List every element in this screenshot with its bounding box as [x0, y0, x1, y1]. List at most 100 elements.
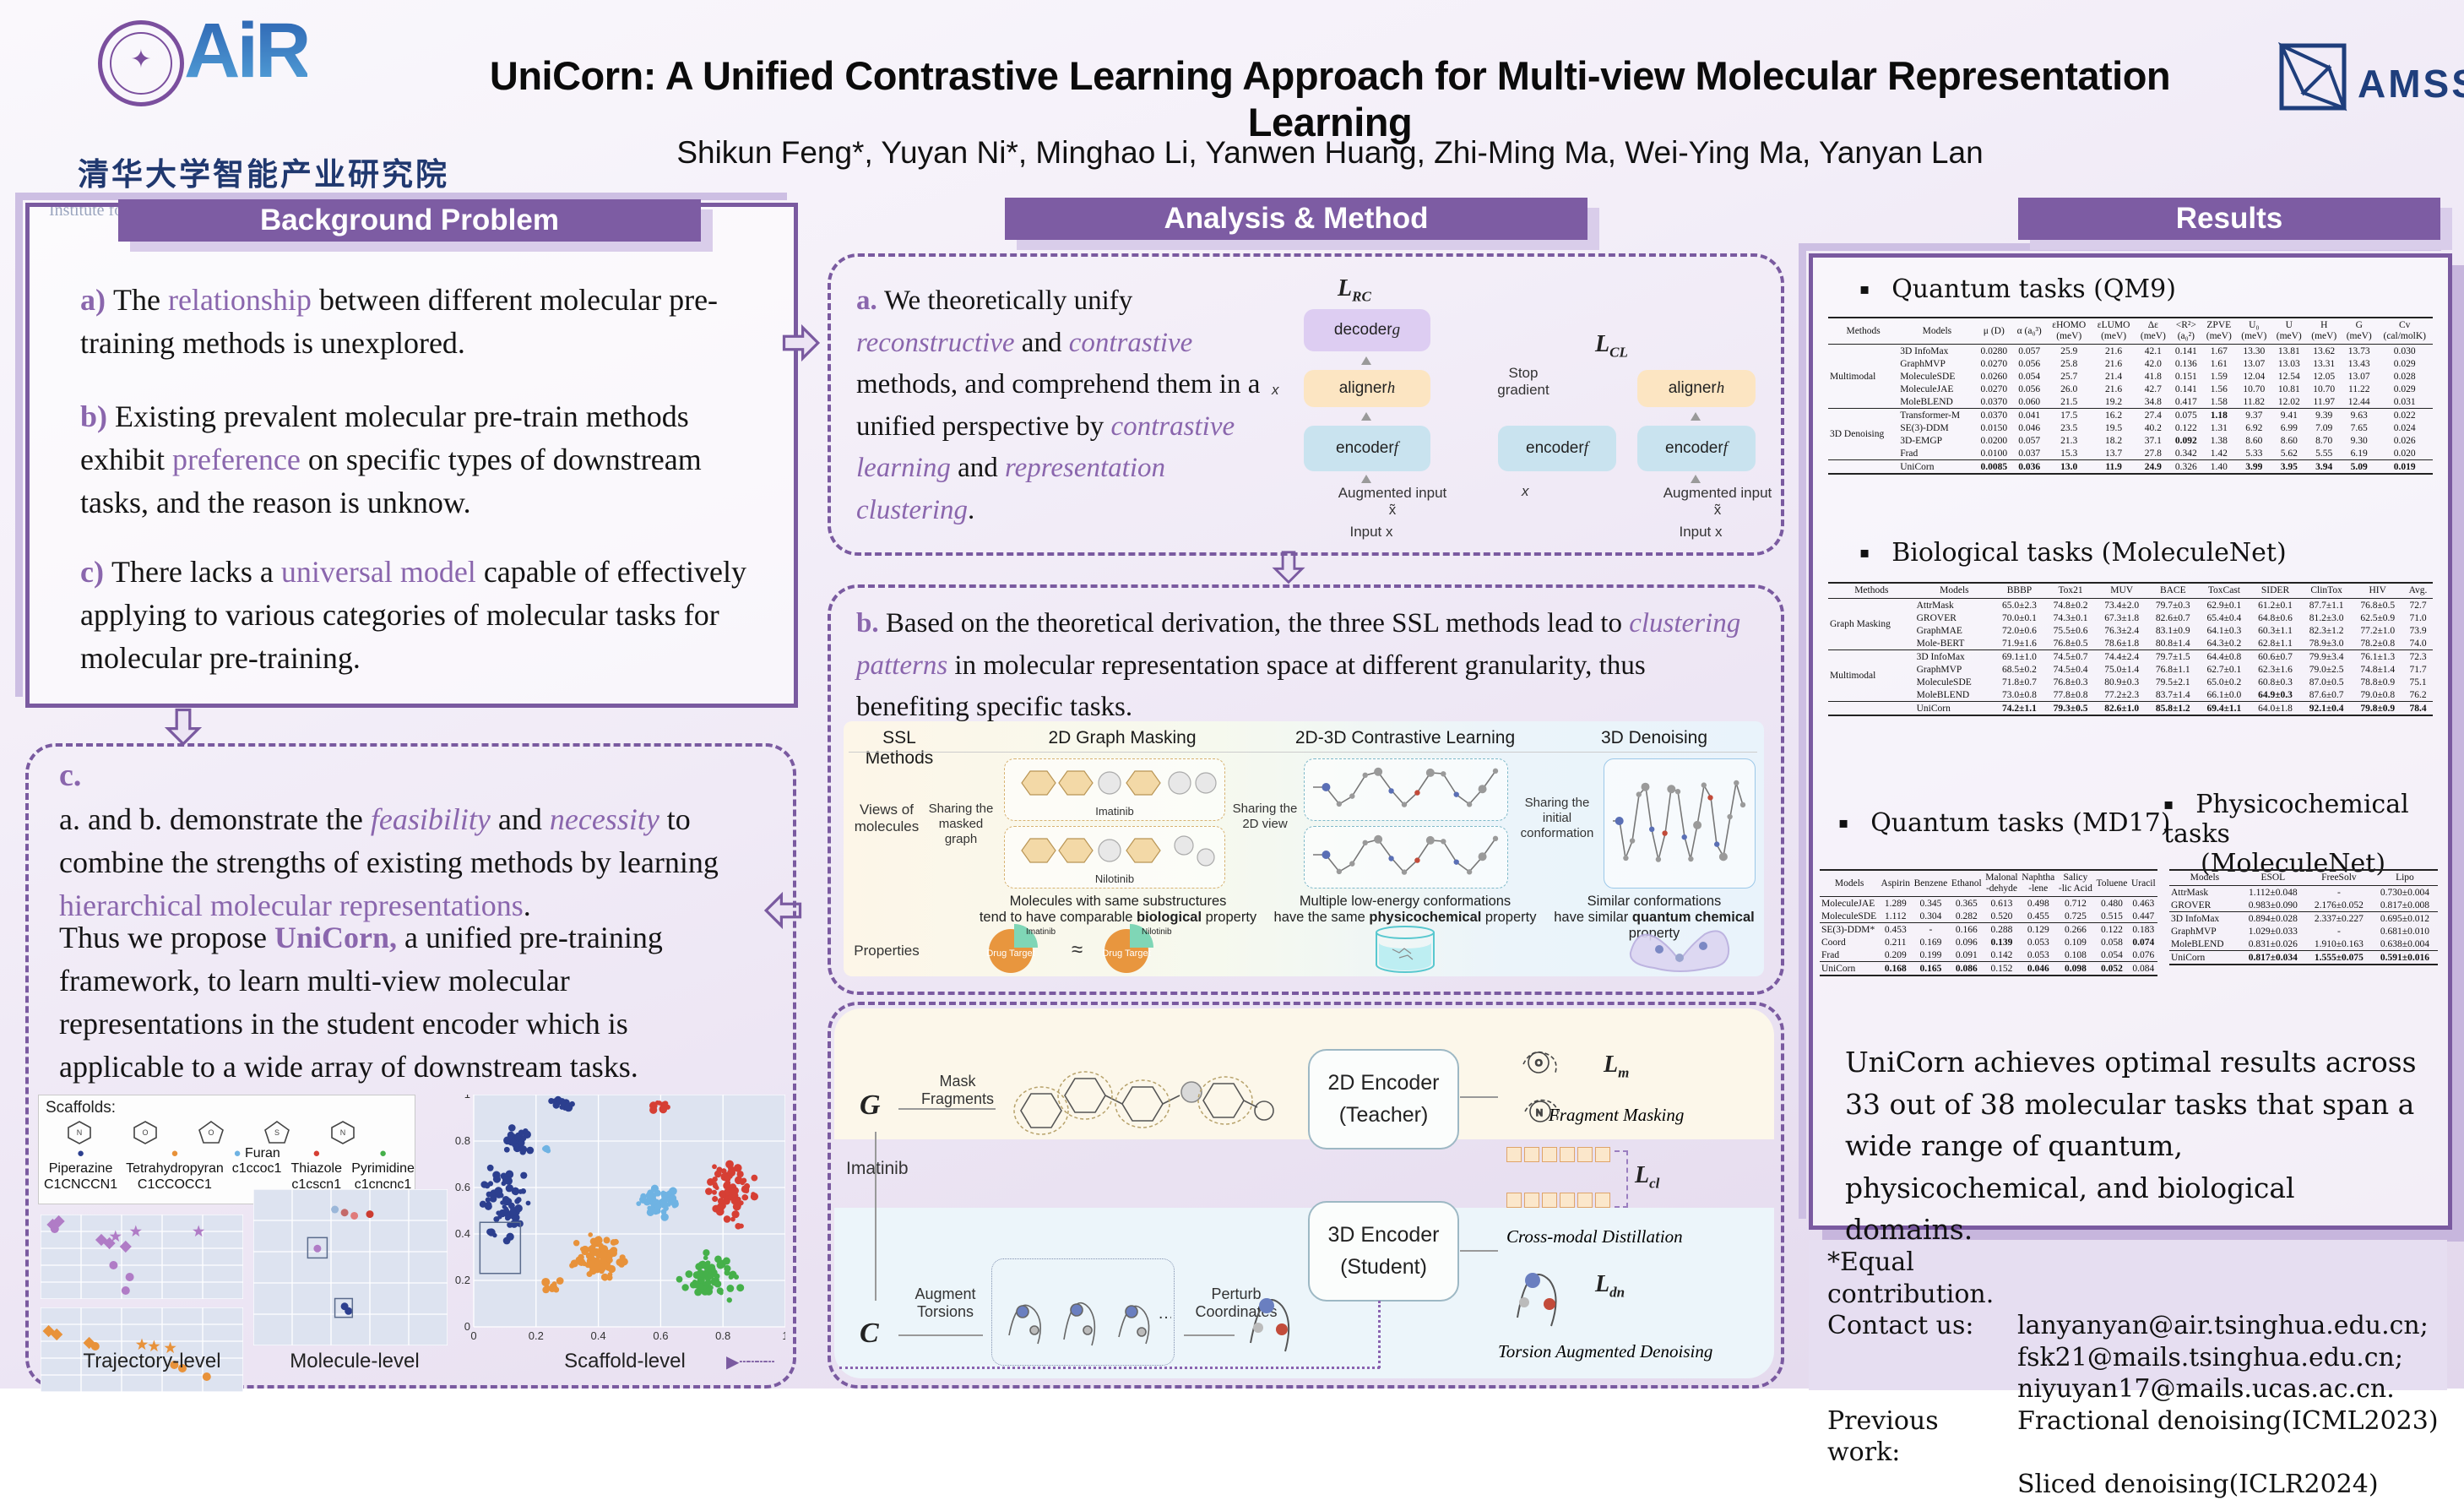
svg-text:0.4: 0.4 [591, 1329, 606, 1342]
bullet-icon: ▪ [1859, 280, 1870, 298]
sharing-label: Sharing the 2D view [1232, 802, 1298, 832]
svg-text:0.8: 0.8 [715, 1329, 730, 1342]
heading-phys: ▪Physicochemical tasks(MoleculeNet) [2163, 790, 2448, 878]
right-arrow-icon [777, 321, 824, 369]
svg-text:Nilotinib: Nilotinib [1142, 927, 1172, 937]
ssl-col-header: SSL Methods [849, 728, 950, 769]
scaffold-level-plot: 000.20.20.40.40.60.60.80.811 [452, 1095, 785, 1348]
arrow-line [1460, 1250, 1498, 1252]
encoder-box: encoder f [1637, 426, 1756, 471]
views-label: Views of molecules [849, 802, 925, 836]
contact-line: Sliced denoising(ICLR2024) [1827, 1469, 2447, 1500]
augment-torsions-label: Augment Torsions [905, 1285, 985, 1320]
denoised-molecule [1502, 1243, 1570, 1336]
nilotinib-2d-box: Nilotinib [1004, 826, 1225, 889]
drug-target-pies: Imatinib Drug Target ≈ Nilotinib Drug Ta… [970, 922, 1249, 979]
augmented-input-label: Augmented input x̃ [1663, 485, 1772, 518]
arrow-up-icon [1361, 356, 1371, 365]
denoising-box [1604, 758, 1756, 889]
flow-line [875, 1132, 877, 1301]
svg-text:0.2: 0.2 [529, 1329, 544, 1342]
loss-m-label: Lm [1604, 1052, 1629, 1082]
loss-rc-label: LRC [1338, 275, 1371, 306]
svg-text:O: O [208, 1128, 214, 1137]
svg-text:0: 0 [470, 1329, 476, 1342]
contact-box: *Equal contribution.Contact us:lanyanyan… [1809, 1240, 2447, 1390]
molecule-name: Imatinib [1005, 805, 1224, 818]
quantum-surface-icon [1620, 919, 1739, 979]
bullet-icon: ▪ [2163, 796, 2174, 813]
sharing-label: Sharing the masked graph [925, 802, 997, 847]
conclusion-text: UniCorn achieves optimal results across … [1845, 1041, 2428, 1251]
ssl-figure: SSL Methods 2D Graph Masking 2D-3D Contr… [844, 721, 1764, 976]
contact-line: fsk21@mails.tsinghua.edu.cn; [1827, 1342, 2447, 1374]
contact-line: niyuyan17@mails.ucas.ac.cn. [1827, 1373, 2447, 1405]
distill-flow-dotted-line [1378, 1301, 1381, 1368]
encoder-box: encoder f [1498, 426, 1616, 471]
loss-dn-label: Ldn [1595, 1271, 1625, 1302]
encoder-box: encoder f [1304, 426, 1430, 471]
svg-text:Drug Target: Drug Target [1102, 948, 1150, 959]
divider [849, 752, 1757, 753]
mask-fragments-label: Mask Fragments [903, 1073, 1012, 1107]
c-section-para2: Thus we propose UniCorn, a unified pre-t… [59, 916, 760, 1089]
input-label: Input x [1663, 524, 1739, 541]
background-item-b: b) Existing prevalent molecular pre-trai… [80, 395, 764, 524]
tsinghua-emblem-icon [98, 20, 184, 106]
token-strip-3d [1506, 1193, 1610, 1208]
student-encoder-box: 3D Encoder(Student) [1308, 1201, 1459, 1302]
trajectory-plot-top [41, 1215, 243, 1303]
token-strip-2d [1506, 1147, 1610, 1162]
arrow-up-icon [1361, 412, 1371, 421]
svg-text:0: 0 [464, 1320, 470, 1333]
contact-line: *Equal contribution. [1827, 1247, 2447, 1310]
method-a-text: a. We theoretically unify reconstructive… [856, 280, 1262, 531]
imatinib-2d-box: Imatinib [1004, 758, 1225, 821]
svg-text:O: O [142, 1128, 148, 1137]
sharing-label: Sharing the initial conformation [1515, 796, 1599, 841]
scaffold-structure-icon: S [262, 1119, 292, 1144]
x-label: x [1272, 382, 1279, 399]
arrow-line [1184, 1334, 1235, 1336]
air-logo: AiR [184, 7, 307, 95]
scaffold-structure-icon: O [130, 1119, 160, 1144]
poster-authors: Shikun Feng*, Yuyan Ni*, Minghao Li, Yan… [422, 135, 2238, 171]
svg-text:0.6: 0.6 [455, 1181, 470, 1193]
scaffold-structure-icon: N [64, 1119, 95, 1144]
loss-cl-label: LCL [1595, 331, 1628, 361]
arrow-line [898, 1334, 983, 1336]
svg-text:0.4: 0.4 [455, 1227, 470, 1240]
caption-scaffold-level: Scaffold-level [524, 1350, 726, 1373]
aligner-box: aligner h [1304, 370, 1430, 407]
framework-panel: G Mask Fragments 2D Encoder(Teacher) [828, 1002, 1784, 1389]
denoising-label: Torsion Augmented Denoising [1498, 1341, 1712, 1362]
conformer-symbol: C [860, 1318, 879, 1350]
svg-text:N: N [340, 1128, 346, 1137]
imatinib-label: Imatinib [846, 1159, 909, 1179]
